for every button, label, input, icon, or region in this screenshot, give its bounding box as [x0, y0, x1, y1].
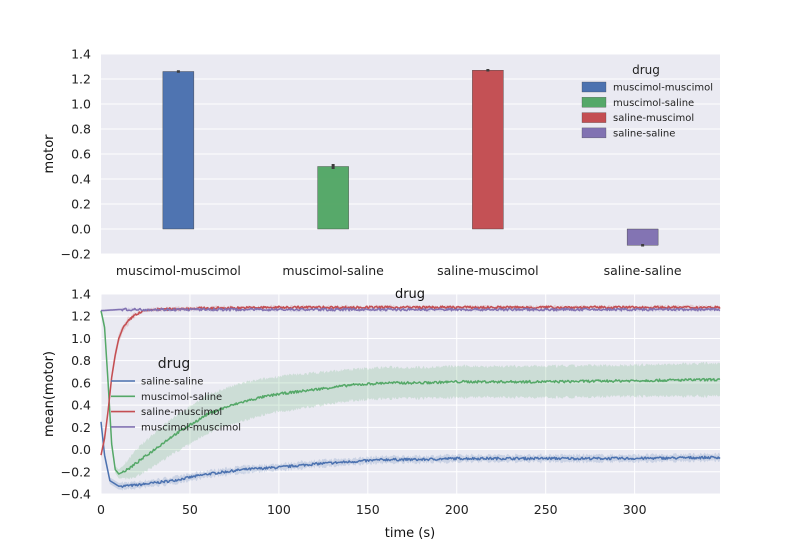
bar-chart-grid	[101, 53, 720, 255]
line-chart-x-tick-label: 300	[623, 502, 647, 517]
bar-chart-y-tick-label: 0.6	[71, 147, 91, 162]
line-chart-legend-label: muscimol-saline	[141, 392, 222, 403]
bar-chart-x-tick-label: saline-saline	[604, 263, 682, 278]
bar-chart-x-axis-label: drug	[395, 287, 425, 302]
line-chart-x-tick-label: 150	[356, 502, 380, 517]
bar-chart-x-tick-label: muscimol-muscimol	[116, 263, 241, 278]
bar-chart-y-tick-label: 1.0	[71, 97, 91, 112]
bar-chart-legend-swatch	[581, 112, 607, 123]
bar-chart-legend-label: saline-saline	[613, 128, 675, 139]
line-chart-y-tick-label: 0.8	[71, 353, 91, 368]
bar-chart-y-tick-label: 1.4	[71, 47, 91, 62]
bar-chart-y-tick-label: 0.0	[71, 222, 91, 237]
bar-chart-y-tick-label: 0.4	[71, 172, 91, 187]
bar-chart: −0.2 0.0 0.2 0.4 0.6 0.8 1.0 1.2 1.4 muscimol-mu…	[42, 47, 720, 278]
band-muscimol-saline	[101, 308, 720, 480]
bar-chart-legend-swatch	[581, 127, 607, 139]
line-chart-x-tick-label: 200	[445, 502, 469, 517]
line-chart-x-axis-label: time (s)	[385, 526, 435, 541]
line-chart-y-tick-label: 1.2	[71, 309, 91, 324]
band-saline-saline	[101, 419, 720, 491]
bar-saline-saline	[626, 228, 659, 246]
line-chart-y-tick-label: 1.0	[71, 331, 91, 346]
bar-chart-x-ticks: muscimol-muscimol muscimol-saline saline-m…	[116, 263, 682, 278]
bar-chart-legend: drug muscimol-muscimol muscimol-saline sali…	[581, 63, 713, 139]
line-chart-y-tick-label: −0.2	[61, 464, 91, 479]
line-chart-legend: drug saline-saline muscimol-saline saline-m…	[111, 356, 241, 433]
bar-chart-legend-title: drug	[632, 63, 660, 77]
line-muscimol-muscimol	[100, 307, 721, 312]
bar-chart-legend-label: muscimol-muscimol	[613, 83, 713, 94]
line-chart-y-axis-label: mean(motor)	[42, 351, 57, 437]
bar-muscimol-muscimol	[162, 71, 195, 230]
line-chart-legend-label: saline-muscimol	[141, 407, 222, 418]
line-chart-x-ticks: 0 50 100 150 200 250 300	[97, 502, 647, 517]
bar-chart-legend-label: saline-muscimol	[613, 113, 694, 124]
line-chart-legend-label: saline-saline	[141, 377, 203, 388]
bar-chart-x-tick-label: saline-muscimol	[437, 263, 539, 278]
line-chart-y-ticks: −0.4 −0.2 0.0 0.2 0.4 0.6 0.8 1.0 1.2 1.4	[61, 287, 91, 502]
line-muscimol-saline	[100, 310, 721, 475]
bar-chart-legend-swatch	[581, 97, 607, 108]
bar-chart-y-tick-label: −0.2	[61, 247, 91, 262]
line-chart-y-tick-label: −0.4	[61, 487, 91, 502]
line-chart: −0.4 −0.2 0.0 0.2 0.4 0.6 0.8 1.0 1.2 1.4 0 50 100 1…	[42, 287, 721, 541]
line-chart-y-tick-label: 1.4	[71, 287, 91, 302]
line-saline-saline	[100, 421, 721, 488]
line-chart-x-tick-label: 0	[97, 502, 105, 517]
line-chart-x-tick-label: 250	[534, 502, 558, 517]
bar-chart-legend-swatch	[581, 81, 607, 93]
bar-chart-legend-label: muscimol-saline	[613, 98, 694, 109]
line-chart-lines	[100, 305, 721, 488]
bar-chart-y-ticks: −0.2 0.0 0.2 0.4 0.6 0.8 1.0 1.2 1.4	[61, 47, 91, 262]
line-chart-x-tick-label: 50	[182, 502, 198, 517]
line-chart-y-tick-label: 0.2	[71, 420, 91, 435]
line-saline-muscimol	[100, 305, 721, 456]
bar-chart-y-tick-label: 1.2	[71, 72, 91, 87]
bar-chart-y-tick-label: 0.2	[71, 197, 91, 212]
bar-chart-bars	[162, 69, 659, 247]
bar-chart-y-axis-label: motor	[42, 134, 57, 174]
bar-chart-y-tick-label: 0.8	[71, 122, 91, 137]
line-chart-grid	[100, 293, 720, 495]
line-chart-y-tick-label: 0.6	[71, 375, 91, 390]
bar-muscimol-saline	[317, 166, 349, 230]
bar-saline-muscimol	[472, 70, 504, 230]
line-chart-legend-title: drug	[158, 356, 190, 372]
line-chart-x-tick-label: 100	[267, 502, 291, 517]
line-chart-y-tick-label: 0.4	[71, 398, 91, 413]
bar-chart-x-tick-label: muscimol-saline	[282, 263, 384, 278]
line-chart-legend-label: muscimol-muscimol	[141, 422, 241, 433]
line-chart-y-tick-label: 0.0	[71, 442, 91, 457]
